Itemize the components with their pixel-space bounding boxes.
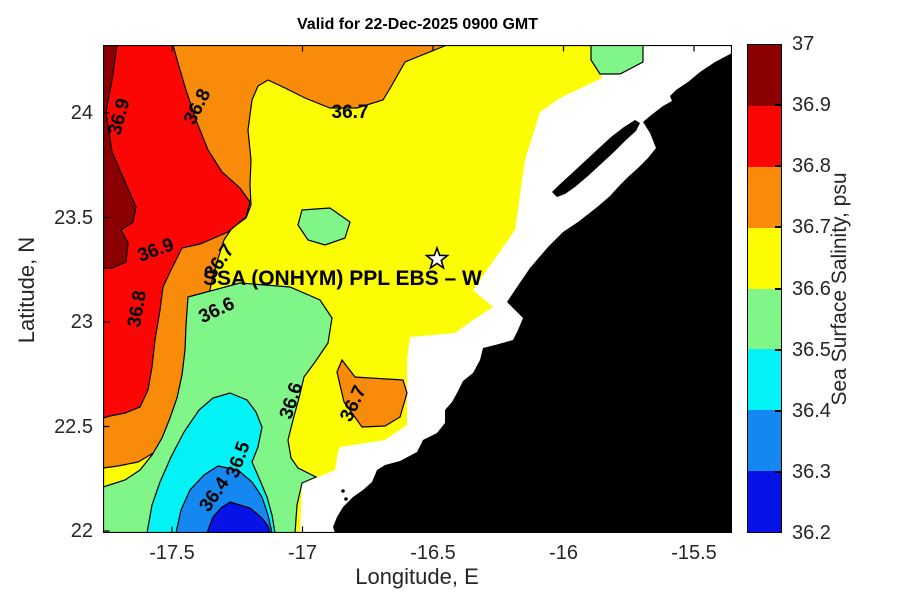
colorbar-segment bbox=[748, 410, 781, 472]
green-patch-topright bbox=[590, 45, 644, 75]
colorbar-tick-mark bbox=[775, 165, 782, 168]
contour-map: 36.9 36.8 36.736.936.836.736.636.6 36.736.5… bbox=[103, 45, 732, 533]
colorbar-tick-mark bbox=[775, 470, 782, 473]
colorbar-tick-label: 36.8 bbox=[792, 155, 831, 178]
colorbar-tick-mark bbox=[775, 287, 782, 290]
islet-dot bbox=[341, 489, 345, 493]
plot-title: Valid for 22-Dec-2025 0900 GMT bbox=[297, 16, 538, 33]
colorbar-segment bbox=[748, 45, 781, 106]
colorbar-tick-label: 36.6 bbox=[792, 277, 831, 300]
islet-dot bbox=[344, 497, 348, 501]
y-tick-label: 23 bbox=[70, 311, 93, 333]
colorbar-segment bbox=[748, 105, 781, 167]
colorbar-tick-label: 36.7 bbox=[792, 216, 831, 239]
colorbar-segment bbox=[748, 471, 781, 532]
colorbar-tick-mark bbox=[775, 104, 782, 107]
orange-blob-small bbox=[336, 358, 408, 428]
y-tick-label: 22.5 bbox=[54, 415, 93, 438]
colorbar-tick-label: 36.2 bbox=[792, 522, 831, 544]
colorbar-tick-label: 36.4 bbox=[792, 399, 831, 422]
y-axis-title: Latitude, N bbox=[14, 236, 39, 344]
colorbar-tick-mark bbox=[775, 409, 782, 412]
x-tick-label: -16 bbox=[549, 542, 578, 564]
x-axis-title: Longitude, E bbox=[355, 564, 479, 589]
islet-dot bbox=[614, 140, 620, 146]
colorbar-segment bbox=[748, 288, 781, 350]
y-tick-label: 24 bbox=[70, 102, 93, 124]
contour-label: 36.7 bbox=[332, 102, 369, 123]
x-tick-label: -16.5 bbox=[410, 542, 456, 564]
colorbar bbox=[747, 44, 782, 533]
colorbar-segment bbox=[748, 349, 781, 411]
y-tick-label: 22 bbox=[70, 520, 93, 542]
colorbar-segment bbox=[748, 227, 781, 289]
station-annotation: SSA (ONHYM) PPL EBS – W bbox=[203, 267, 482, 290]
x-tick-label: -17 bbox=[288, 542, 317, 564]
colorbar-tick-label: 37 bbox=[792, 33, 815, 55]
land-mass bbox=[333, 53, 732, 533]
y-tick-label: 23.5 bbox=[54, 206, 93, 229]
plot-box-border bbox=[103, 45, 732, 533]
colorbar-tick-label: 36.3 bbox=[792, 460, 831, 483]
colorbar-segment bbox=[748, 166, 781, 228]
x-tick-label: -15.5 bbox=[671, 542, 717, 564]
salinity-region-36_8 bbox=[103, 45, 251, 419]
colorbar-tick-label: 36.9 bbox=[792, 94, 831, 117]
green-blob-small bbox=[297, 207, 351, 246]
salinity-region-36_2 bbox=[206, 501, 271, 533]
colorbar-title: Sea Surface Salinity, psu bbox=[828, 172, 851, 406]
x-tick-label: -17.5 bbox=[149, 542, 195, 564]
star-marker bbox=[424, 245, 450, 270]
colorbar-tick-label: 36.5 bbox=[792, 338, 831, 361]
salinity-region-36_9 bbox=[103, 45, 137, 269]
colorbar-tick-mark bbox=[775, 226, 782, 229]
peninsula-spit bbox=[552, 120, 640, 197]
colorbar-tick-mark bbox=[775, 348, 782, 351]
